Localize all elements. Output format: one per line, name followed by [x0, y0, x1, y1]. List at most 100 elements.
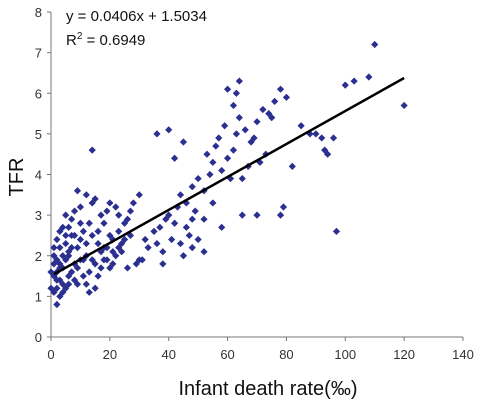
data-point: [97, 264, 105, 272]
data-point: [59, 252, 67, 260]
data-point: [82, 239, 90, 248]
data-point: [279, 203, 288, 211]
data-point: [91, 260, 99, 268]
data-point: [144, 244, 152, 252]
data-point: [94, 272, 102, 280]
data-point: [253, 211, 261, 219]
data-point: [350, 77, 358, 85]
data-point: [159, 248, 167, 256]
data-point: [223, 154, 232, 162]
data-point: [232, 89, 240, 97]
data-point: [159, 260, 167, 268]
data-point: [318, 134, 326, 142]
data-point: [268, 114, 276, 122]
data-point: [156, 223, 164, 231]
data-point: [115, 211, 123, 219]
y-axis-ticks: 0 1 2 3 4 5 6 7 8: [35, 5, 51, 345]
data-point: [223, 85, 232, 93]
data-point: [179, 138, 188, 146]
data-point: [106, 199, 114, 207]
data-point: [79, 227, 87, 235]
data-point: [235, 114, 243, 122]
data-point: [94, 227, 102, 235]
data-point: [106, 264, 114, 272]
data-point: [185, 231, 193, 240]
data-point: [218, 223, 226, 231]
data-point: [85, 219, 93, 227]
data-point: [88, 231, 96, 240]
x-tick-label: 40: [161, 347, 175, 362]
data-point: [191, 207, 199, 215]
data-point: [203, 150, 211, 158]
data-point: [400, 101, 408, 110]
y-tick-label: 4: [35, 168, 42, 183]
data-point: [324, 150, 332, 158]
data-point: [288, 162, 296, 170]
data-point: [123, 264, 132, 272]
data-point: [250, 134, 258, 142]
data-point: [321, 146, 329, 154]
data-point: [50, 260, 58, 268]
data-point: [126, 231, 135, 240]
r-squared-superscript: 2: [77, 31, 83, 42]
x-tick-label: 120: [393, 347, 415, 362]
data-point: [229, 146, 238, 154]
data-point: [118, 248, 126, 256]
data-point: [112, 203, 120, 211]
data-point: [221, 122, 229, 130]
data-point: [212, 142, 220, 150]
trendline: [53, 76, 405, 276]
data-point: [70, 207, 79, 215]
y-tick-label: 3: [35, 208, 42, 223]
data-point: [94, 239, 102, 248]
data-point: [341, 81, 349, 89]
data-point: [135, 256, 143, 264]
data-point: [82, 280, 90, 288]
data-point: [126, 207, 135, 215]
data-point: [123, 215, 132, 223]
x-tick-label: 60: [220, 347, 234, 362]
x-tick-label: 20: [103, 347, 117, 362]
data-point: [171, 154, 179, 162]
data-point: [50, 252, 58, 260]
y-tick-label: 6: [35, 86, 42, 101]
data-point: [68, 268, 76, 276]
data-point: [182, 223, 190, 231]
data-point: [112, 252, 120, 260]
data-point: [215, 134, 223, 142]
data-point: [56, 227, 64, 235]
data-point: [165, 126, 173, 134]
data-point: [129, 199, 137, 207]
data-point: [241, 126, 249, 134]
data-point: [118, 239, 126, 248]
data-point: [179, 252, 188, 260]
y-tick-label: 2: [35, 249, 42, 264]
data-point: [365, 73, 373, 81]
y-tick-label: 7: [35, 46, 42, 61]
data-point: [65, 252, 73, 260]
data-point: [282, 93, 291, 101]
data-point: [188, 183, 196, 191]
r-squared-prefix: R: [66, 32, 77, 49]
data-point: [171, 219, 179, 227]
y-tick-label: 5: [35, 127, 42, 142]
data-point: [188, 244, 196, 252]
data-point: [165, 211, 173, 219]
y-tick-label: 8: [35, 5, 42, 20]
data-point: [276, 85, 285, 93]
data-point: [168, 235, 176, 244]
data-point: [153, 239, 161, 248]
data-point: [238, 211, 246, 219]
data-point: [91, 284, 99, 292]
data-point: [200, 248, 208, 256]
data-point: [97, 211, 105, 219]
data-point: [150, 227, 158, 235]
data-point: [115, 227, 123, 235]
data-point: [68, 215, 76, 223]
data-point: [65, 223, 73, 231]
data-point: [59, 288, 67, 296]
data-point: [200, 215, 208, 223]
data-point: [188, 215, 196, 223]
data-point: [371, 40, 379, 49]
data-point: [329, 134, 338, 142]
